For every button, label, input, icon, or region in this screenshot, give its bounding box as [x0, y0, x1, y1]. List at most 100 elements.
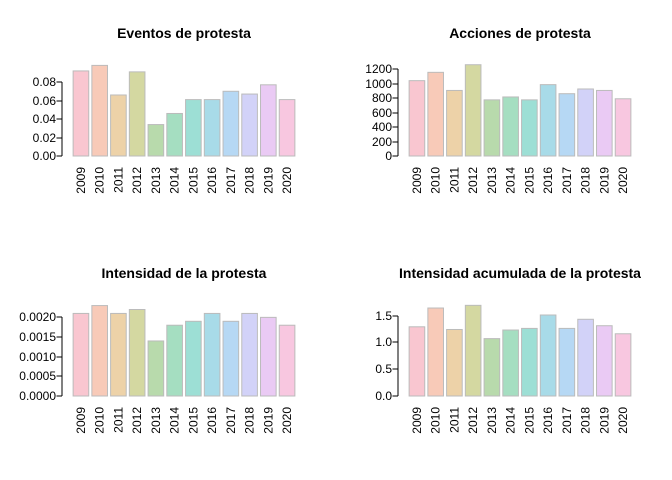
bar-2010	[427, 71, 444, 157]
bar-2014	[166, 324, 183, 397]
y-tick-label: 0.04	[33, 112, 57, 126]
chart-title-eventos: Eventos de protesta	[117, 25, 251, 41]
bar-2013	[147, 340, 165, 397]
bar-2019	[596, 325, 613, 397]
bar-2017	[558, 93, 576, 157]
x-tick-label: 2016	[205, 407, 219, 434]
bar-2011	[446, 89, 463, 157]
x-tick-label: 2009	[74, 407, 88, 434]
y-tick-label: 0.08	[33, 75, 57, 89]
x-tick-label: 2010	[93, 167, 107, 194]
bar-2012	[128, 309, 146, 397]
bar-2019	[260, 84, 277, 157]
y-tick-label: 800	[372, 91, 392, 105]
x-tick-label: 2014	[504, 167, 518, 194]
x-tick-label: 2019	[597, 407, 611, 434]
x-tick-label: 2018	[579, 407, 593, 434]
x-tick-label: 2017	[224, 407, 238, 434]
x-tick-label: 2009	[74, 167, 88, 194]
x-tick-label: 2015	[186, 167, 200, 194]
bar-2018	[577, 318, 594, 397]
bar-2020	[614, 333, 632, 397]
y-tick-label: 0.02	[33, 131, 57, 145]
x-tick-label: 2012	[466, 167, 480, 194]
x-tick-label: 2015	[522, 407, 536, 434]
x-tick-label: 2010	[93, 407, 107, 434]
bar-2019	[596, 89, 613, 157]
bar-2014	[166, 112, 183, 157]
y-tick-label: 0.0010	[19, 350, 56, 364]
bar-2009	[408, 326, 426, 397]
x-tick-label: 2014	[168, 167, 182, 194]
x-tick-label: 2011	[447, 407, 461, 433]
y-tick-label: 0	[385, 149, 392, 163]
bar-2013	[147, 124, 165, 157]
x-tick-label: 2009	[410, 407, 424, 434]
bar-2011	[110, 94, 127, 157]
y-tick-label: 1.0	[375, 335, 392, 349]
y-tick-label: 1.5	[375, 309, 392, 323]
x-tick-label: 2019	[261, 167, 275, 194]
bar-2012	[464, 304, 482, 397]
bar-2009	[72, 312, 90, 397]
bar-2016	[203, 312, 221, 397]
x-tick-label: 2012	[130, 167, 144, 194]
bar-plot-intensidad-acumulada: 0.0 0.5 1.0 1.5 2009 2010 2011 2012 2013 2014 2015…	[375, 304, 632, 434]
chart-title-acciones: Acciones de protesta	[449, 25, 591, 41]
x-tick-label: 2013	[149, 167, 163, 194]
x-tick-label: 2020	[280, 407, 294, 434]
bar-2016	[203, 99, 221, 157]
x-tick-label: 2011	[447, 167, 461, 193]
bar-2015	[521, 99, 538, 157]
x-tick-label: 2020	[280, 167, 294, 194]
y-tick-label: 600	[372, 106, 392, 120]
bar-2020	[614, 98, 632, 157]
x-tick-label: 2018	[243, 167, 257, 194]
bar-2010	[91, 64, 108, 157]
x-tick-label: 2017	[224, 167, 238, 194]
bar-2011	[110, 312, 127, 397]
x-tick-label: 2016	[541, 407, 555, 434]
bar-2013	[483, 99, 501, 157]
y-tick-label: 0.0020	[19, 310, 56, 324]
bar-2015	[185, 99, 202, 157]
y-tick-label: 1200	[365, 62, 392, 76]
bar-2010	[427, 307, 444, 397]
bar-2018	[577, 88, 594, 157]
bar-plot-eventos: 0.00 0.02 0.04 0.06 0.08 2009 2010 2011 2012 2013…	[33, 64, 296, 194]
x-tick-label: 2019	[597, 167, 611, 194]
x-tick-label: 2014	[504, 407, 518, 434]
x-tick-label: 2011	[111, 167, 125, 193]
x-tick-label: 2011	[111, 407, 125, 433]
bar-2012	[128, 71, 146, 157]
x-tick-label: 2019	[261, 407, 275, 434]
x-tick-label: 2014	[168, 407, 182, 434]
bar-2013	[483, 338, 501, 397]
bar-2020	[278, 99, 296, 157]
x-tick-label: 2015	[186, 407, 200, 434]
x-tick-label: 2017	[560, 407, 574, 434]
chart-panel-acciones: Acciones de protesta 0 200 400 600 800 1000 12…	[336, 0, 672, 240]
y-tick-label: 0.0015	[19, 330, 56, 344]
bar-2017	[558, 327, 576, 397]
y-tick-label: 0.5	[375, 362, 392, 376]
x-tick-label: 2016	[205, 167, 219, 194]
bar-2009	[72, 70, 90, 157]
chart-title-intensidad-acumulada: Intensidad acumulada de la protesta	[399, 265, 641, 281]
x-tick-label: 2010	[429, 167, 443, 194]
y-tick-label: 200	[372, 135, 392, 149]
y-tick-label: 0.0	[375, 389, 392, 403]
x-tick-label: 2010	[429, 407, 443, 434]
chart-title-intensidad: Intensidad de la protesta	[101, 265, 267, 281]
bar-2018	[241, 312, 258, 397]
x-tick-label: 2013	[149, 407, 163, 434]
bar-2015	[521, 327, 538, 397]
bar-2017	[222, 320, 240, 397]
y-tick-label: 0.00	[33, 149, 57, 163]
x-tick-label: 2018	[579, 167, 593, 194]
chart-panel-intensidad: Intensidad de la protesta 0.0000 0.0005 0.…	[0, 240, 336, 480]
bar-2020	[278, 324, 296, 397]
x-tick-label: 2013	[485, 167, 499, 194]
